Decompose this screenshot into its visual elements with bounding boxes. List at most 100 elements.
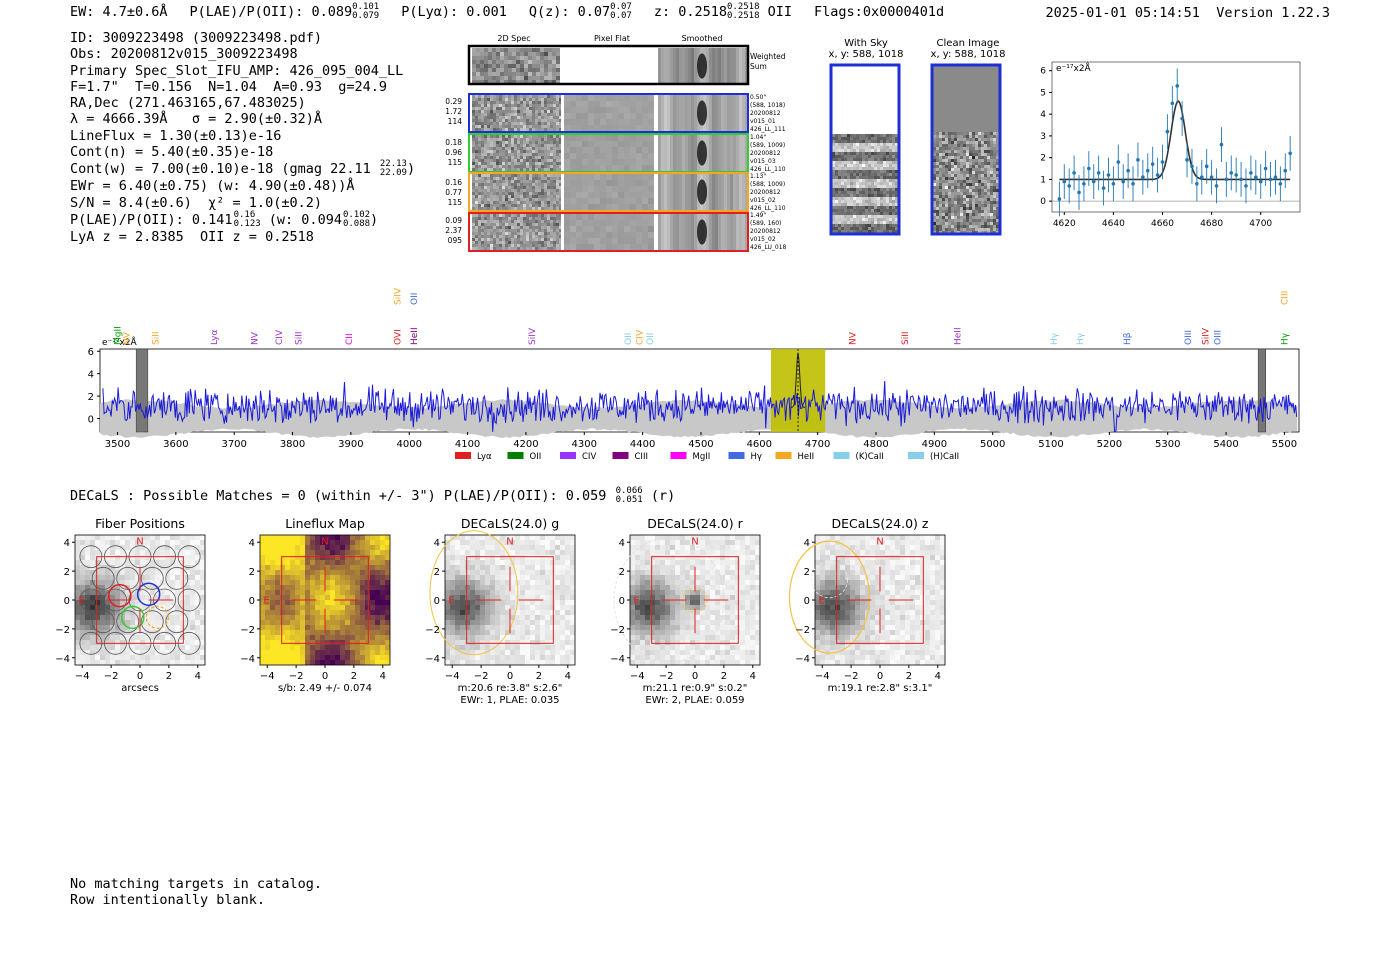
zoom-xtick-label: 4620 — [1053, 219, 1076, 229]
fiber-row-frame-4 — [468, 212, 749, 252]
zoom-data-point — [1126, 168, 1130, 173]
decals-band: (r) — [650, 488, 676, 504]
fiber-row-1 — [468, 93, 749, 133]
zoom-data-point — [1199, 175, 1204, 180]
spectrum-xtick-label: 4900 — [922, 439, 947, 450]
spectrum-xtick-label: 5400 — [1213, 439, 1238, 450]
spectral-line-name: OVI — [394, 329, 404, 345]
smoothed-peak — [697, 219, 707, 245]
spectral-line-name: Hγ — [1280, 332, 1290, 345]
info-wave: λ = 4666.39Å σ = 2.90(±0.32)Å — [70, 111, 322, 128]
detection-info: ID: 3009223498 (3009223498.pdf) Obs: 2020… — [70, 30, 415, 245]
stamp-xtick-label: −4 — [815, 671, 830, 682]
aperture-box — [836, 556, 924, 644]
clean-coords: x, y: 588, 1018 — [930, 49, 1006, 60]
legend-label: CIII — [635, 452, 648, 462]
stamp-caption: EWr: 1, PLAE: 0.035 — [460, 695, 559, 706]
spectral-line-label: Hγ — [1280, 332, 1290, 345]
info-obs: Obs: 20200812v015_3009223498 — [70, 46, 298, 63]
stamp-xtick-label: −2 — [289, 671, 304, 682]
zoom-data-point — [1234, 173, 1238, 177]
stamp-ytick-label: −4 — [425, 654, 440, 665]
timestamp: 2025-01-01 05:14:51 — [1045, 5, 1200, 21]
legend-swatch — [908, 452, 924, 459]
legend-label: OII — [530, 452, 542, 462]
east-label: E — [633, 596, 639, 607]
spectral-line-label: OIII — [1184, 330, 1194, 345]
spectral-line-label: Lyα — [210, 329, 220, 345]
timestamp-version: 2025-01-01 05:14:51 Version 1.22.3 — [1046, 5, 1331, 21]
legend-label: MgII — [693, 452, 711, 462]
spectral-line-name: Lyα — [210, 329, 220, 345]
spectral-line-label: MgII — [114, 326, 124, 345]
north-label: N — [506, 536, 513, 547]
stamp-caption: m:21.1 re:0.9" s:0.2" — [643, 683, 748, 694]
row3-info-a: 1.13" — [750, 173, 767, 180]
stamp-ytick-label: −2 — [240, 625, 255, 636]
east-label: E — [448, 596, 454, 607]
spectrum-xtick-label: 4200 — [513, 439, 538, 450]
zoom-data-point — [1121, 179, 1126, 184]
spectral-line-name: CIII — [1280, 291, 1290, 305]
stamp-caption: s/b: 2.49 +/- 0.074 — [278, 683, 372, 694]
spectral-line-label: SiII — [294, 331, 304, 345]
row2-stats: 0.18 0.96 115 — [442, 138, 462, 168]
spectrum-xtick-label: 3800 — [280, 439, 305, 450]
stamp-caption: m:19.1 re:2.8" s:3.1" — [828, 683, 933, 694]
zoom-data-point — [1072, 171, 1076, 175]
zoom-xtick-label: 4680 — [1200, 219, 1223, 229]
row3-info-d: v015_02 — [750, 197, 776, 204]
spectral-line-label: SiII — [901, 331, 911, 345]
row1-info-a: 0.50" — [750, 94, 767, 101]
clean-title: Clean Image x, y: 588, 1018 — [922, 38, 1014, 60]
spectral-line-name: OII — [410, 293, 420, 305]
stamp-xtick-label: −4 — [75, 671, 90, 682]
z-lo: 0.2518 — [727, 11, 760, 21]
row1-stat-c: 114 — [447, 117, 462, 126]
plae-header-lo: 0.079 — [352, 11, 380, 21]
stamp-xtick-label: −4 — [445, 671, 460, 682]
zoom-data-point — [1244, 184, 1248, 188]
row4-stat-c: 095 — [447, 236, 462, 245]
stamp-ytick-label: −4 — [55, 654, 70, 665]
legend-swatch — [670, 452, 687, 459]
fiber-circle — [165, 610, 189, 634]
row1-stats: 0.29 1.72 114 — [442, 97, 462, 127]
zoom-data-point — [1096, 171, 1101, 175]
catalog-footer: No matching targets in catalog. Row inten… — [70, 876, 322, 908]
stamp-ytick-label: −2 — [795, 625, 810, 636]
row2-info-d: v015_03 — [750, 158, 776, 165]
spectrum-line — [102, 380, 1298, 433]
zoom-data-point — [1116, 160, 1121, 164]
zoom-ytick-label: 1 — [1040, 175, 1046, 185]
stamp-ytick-label: 4 — [434, 538, 440, 549]
zoom-data-point — [1239, 177, 1243, 182]
spectral-line-label: NV — [122, 331, 132, 345]
zoom-unit-label: e⁻¹⁷x2Å — [1056, 62, 1092, 74]
weighted-sum-frame — [467, 44, 750, 86]
with-sky-image — [829, 63, 901, 236]
row4-stat-a: 0.09 — [445, 216, 462, 225]
zoom-data-point — [1087, 166, 1091, 171]
stamp-ytick-label: −2 — [425, 625, 440, 636]
fiber-circle — [165, 566, 189, 590]
row4-stats: 0.09 2.37 095 — [442, 216, 462, 246]
row1-info-b: (588, 1018) — [750, 102, 786, 109]
spectrum-xtick-label: 4700 — [805, 439, 830, 450]
info-plae-w: (w: 0.094 — [268, 211, 342, 228]
legend-swatch — [612, 452, 629, 459]
fiber-row-3 — [468, 172, 749, 212]
sky-graphics — [829, 63, 1002, 236]
stamp-ytick-label: 2 — [804, 567, 810, 578]
cutout-graphics — [467, 44, 750, 252]
legend-swatch — [455, 452, 471, 459]
spectral-line-name: OIII — [1213, 330, 1223, 345]
stamp-ytick-label: −4 — [795, 654, 810, 665]
zoom-data-point — [1254, 175, 1258, 180]
row4-info-b: (589, 160) — [750, 220, 782, 227]
info-contw-text: Cont(w) = 7.00(±0.10)e-18 (gmag 22.11 — [70, 161, 371, 178]
zoom-data-point — [1268, 177, 1273, 182]
spectrum-xtick-label: 5100 — [1038, 439, 1063, 450]
spectral-line-name: NV — [251, 331, 261, 345]
